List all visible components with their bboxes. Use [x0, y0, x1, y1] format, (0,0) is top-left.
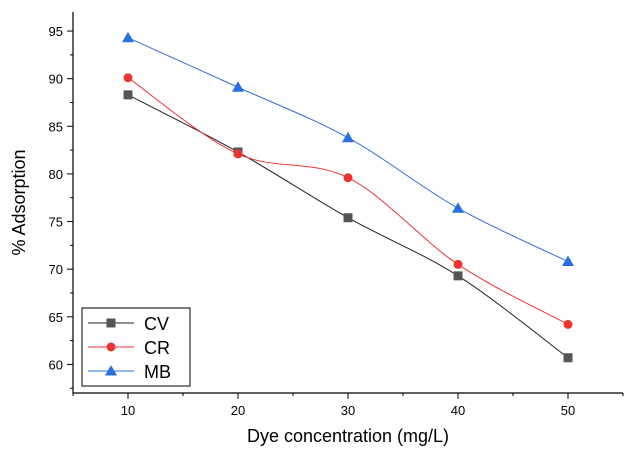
legend-label-cv: CV — [144, 314, 169, 334]
plot-area — [122, 31, 574, 363]
x-tick-label: 30 — [341, 403, 355, 418]
data-point-cv — [343, 213, 353, 223]
series-cr — [123, 73, 573, 329]
series-cv — [123, 90, 573, 363]
legend-marker-mb — [105, 365, 117, 376]
x-axis-title: Dye concentration (mg/L) — [247, 426, 449, 446]
y-tick-label: 75 — [49, 215, 63, 230]
y-tick-label: 85 — [49, 119, 63, 134]
x-tick-label: 40 — [451, 403, 465, 418]
data-point-mb — [122, 31, 134, 43]
x-tick-label: 20 — [231, 403, 245, 418]
y-tick-label: 80 — [49, 167, 63, 182]
data-point-mb — [342, 131, 354, 143]
x-tick-label: 10 — [121, 403, 135, 418]
legend-label-mb: MB — [144, 362, 171, 382]
legend: CV CR MB — [81, 307, 191, 387]
data-point-mb — [232, 81, 244, 92]
y-tick-label: 90 — [49, 72, 63, 87]
series-line-cr — [127, 77, 569, 325]
data-point-cr — [123, 73, 133, 83]
y-tick-label: 95 — [49, 24, 63, 39]
x-ticks: 10 20 30 40 50 — [72, 393, 624, 418]
data-point-cr — [563, 319, 573, 329]
data-point-mb — [562, 255, 574, 267]
data-point-cr — [233, 149, 243, 159]
data-point-mb — [452, 202, 464, 213]
series-line-mb — [127, 37, 569, 263]
data-point-cv — [563, 353, 573, 363]
y-ticks: 60 65 70 75 80 85 90 95 — [49, 24, 73, 389]
data-point-cr — [453, 259, 463, 269]
data-point-cv — [123, 90, 133, 100]
legend-marker-cr — [106, 342, 116, 352]
y-axis-title: % Adsorption — [9, 149, 29, 255]
legend-marker-cv — [106, 318, 116, 328]
data-point-cr — [343, 173, 353, 183]
x-tick-label: 50 — [561, 403, 575, 418]
y-tick-label: 70 — [49, 262, 63, 277]
y-tick-label: 65 — [49, 310, 63, 325]
series-mb — [122, 31, 574, 267]
y-tick-label: 60 — [49, 357, 63, 372]
data-point-cv — [453, 271, 463, 281]
legend-label-cr: CR — [144, 338, 170, 358]
